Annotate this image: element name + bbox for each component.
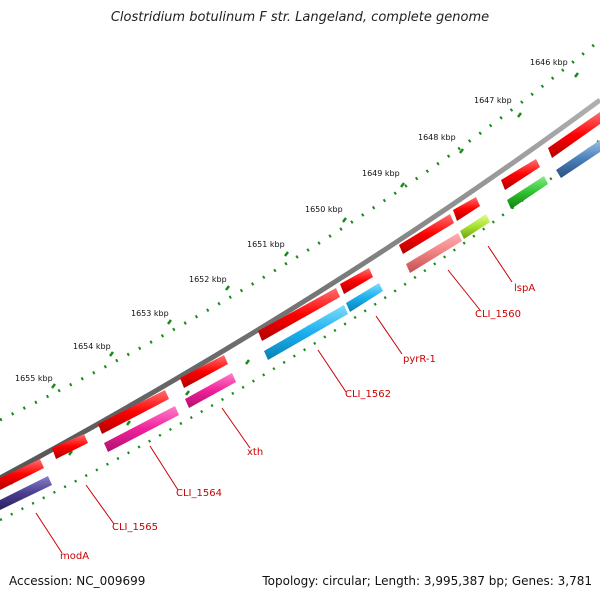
cds-feature[interactable]: [180, 355, 228, 388]
cds-feature[interactable]: [340, 268, 373, 294]
inner-ring-ticks: [10, 181, 546, 485]
genome-summary: Topology: circular; Length: 3,995,387 bp…: [262, 574, 592, 588]
cds-feature[interactable]: [556, 140, 600, 178]
scale-label-1647: 1647 kbp: [474, 96, 512, 105]
gene-label-CLI_1564: CLI_1564: [176, 488, 222, 499]
scale-label-1648: 1648 kbp: [418, 133, 456, 142]
gene-label-pyrR-1: pyrR-1: [403, 354, 436, 365]
forward-cds-track: [0, 112, 600, 490]
gene-modA[interactable]: [0, 476, 52, 510]
gene-label-modA: modA: [60, 551, 89, 562]
gene-lspA[interactable]: [460, 214, 490, 239]
inner-ring-dots: [0, 139, 600, 522]
scale-label-1649: 1649 kbp: [362, 169, 400, 178]
scale-label-1652: 1652 kbp: [189, 275, 227, 284]
gene-label-xth: xth: [247, 447, 263, 458]
scale-label-1653: 1653 kbp: [131, 309, 169, 318]
gene-label-CLI_1562: CLI_1562: [345, 389, 391, 400]
scale-label-1646: 1646 kbp: [530, 58, 568, 67]
cds-feature[interactable]: [501, 159, 540, 190]
map-title: Clostridium botulinum F str. Langeland, …: [110, 10, 490, 25]
scale-labels: 1646 kbp 1647 kbp 1648 kbp 1649 kbp 1650…: [15, 58, 568, 383]
cds-feature[interactable]: [98, 390, 169, 434]
cds-feature[interactable]: [548, 112, 600, 158]
gene-label-CLI_1565: CLI_1565: [112, 522, 158, 533]
gene-CLI_1560[interactable]: [406, 233, 462, 273]
scale-label-1655: 1655 kbp: [15, 374, 53, 383]
scale-ticks: [51, 72, 579, 389]
gene-CLI_1564[interactable]: [104, 406, 179, 452]
gene-xth[interactable]: [185, 373, 236, 408]
gene-labels: lspA CLI_1560 pyrR-1 CLI_1562 xth CLI_15…: [60, 283, 535, 562]
cds-feature[interactable]: [453, 197, 480, 221]
gene-label-CLI_1560: CLI_1560: [475, 309, 521, 320]
genome-backbone: [0, 97, 600, 481]
scale-label-1651: 1651 kbp: [247, 240, 285, 249]
gene-CLI_1562[interactable]: [264, 305, 348, 360]
scale-label-1654: 1654 kbp: [73, 342, 111, 351]
scale-label-1650: 1650 kbp: [305, 205, 343, 214]
cds-feature[interactable]: [507, 176, 548, 209]
cds-feature[interactable]: [258, 288, 340, 341]
gene-pyrR-1[interactable]: [346, 283, 383, 312]
gene-leader-lines: [35, 245, 513, 554]
accession-label: Accession: NC_009699: [9, 574, 146, 588]
cds-feature[interactable]: [0, 459, 44, 490]
category-track: [0, 140, 600, 510]
cds-feature[interactable]: [52, 434, 88, 459]
gene-label-lspA: lspA: [514, 283, 535, 294]
cds-feature[interactable]: [399, 214, 454, 254]
